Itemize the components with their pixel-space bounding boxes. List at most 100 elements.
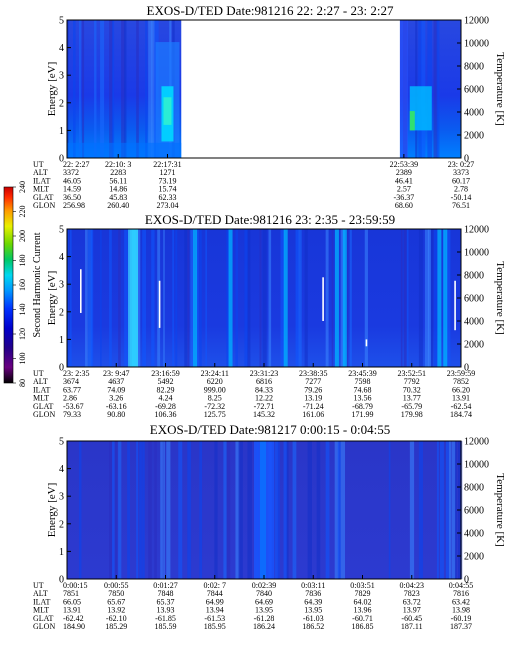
p1-ephemeris-value: 14.59 xyxy=(63,185,81,194)
p2-spectrogram-stripe xyxy=(340,229,345,367)
colorbar-tick-label: 140 xyxy=(18,304,27,316)
panel-1-axes: Energy [eV] Temperature [K] 0 1 2 3 4 5 0 2000 4… xyxy=(46,16,505,165)
p2-spectrogram-stripe xyxy=(433,229,438,367)
p3-ytick-label: 3 xyxy=(59,492,64,503)
p3-spectrogram-stripe xyxy=(277,441,280,579)
p2-spectrogram-stripe xyxy=(91,229,94,367)
p3-spectrogram-stripe xyxy=(286,441,289,579)
p3-y2tick-label: 2000 xyxy=(464,552,484,563)
p2-ephemeris-value: 23:24:11 xyxy=(201,369,229,378)
p2-ephemeris-value: 3674 xyxy=(63,377,79,386)
p2-ephemeris-value: 13.91 xyxy=(452,394,470,403)
p2-spectrogram-stripe xyxy=(325,229,329,367)
colorbar-tick-label: 80 xyxy=(18,379,27,387)
p2-spectrogram-stripe xyxy=(109,229,112,367)
p3-spectrogram-stripe xyxy=(337,441,341,579)
p1-ytick-label: 0 xyxy=(59,154,64,165)
p3-ephemeris-value: 66.05 xyxy=(63,597,81,606)
panel-3-y2label: Temperature [K] xyxy=(494,473,505,546)
p2-spectrogram-stripe xyxy=(100,229,102,367)
p1-ephemeris-value: 273.04 xyxy=(156,201,178,210)
p3-spectrogram-stripe xyxy=(445,441,450,579)
p3-spectrogram-stripe xyxy=(199,441,203,579)
p3-spectrogram-stripe xyxy=(451,441,456,579)
p2-ephemeris-value: 79.26 xyxy=(304,385,322,394)
colorbar-tick-label: 200 xyxy=(18,230,27,242)
colorbar-gradient xyxy=(4,187,13,383)
p3-ephemeris-value: -60.71 xyxy=(352,614,373,623)
p2-ephemeris-value: 13.77 xyxy=(403,394,421,403)
p2-spectrogram-stripe xyxy=(70,229,72,367)
p3-ephemeris-value: 65.37 xyxy=(157,597,175,606)
p2-spectrogram-stripe xyxy=(184,229,188,367)
p2-spectrogram-stripe xyxy=(403,229,407,367)
p2-spectrogram-stripe xyxy=(346,229,349,367)
colorbar-tick-label: 180 xyxy=(18,255,27,267)
p2-ephemeris-value: 145.32 xyxy=(253,410,275,419)
p1-ephemeris-label: UT xyxy=(33,160,44,169)
p1-ephemeris-value: 56.11 xyxy=(109,176,127,185)
p3-spectrogram-stripe xyxy=(388,441,391,579)
p1-ephemeris-value: 46.41 xyxy=(395,176,413,185)
p2-ephemeris-value: 23: 9:47 xyxy=(103,369,129,378)
p3-ytick-label: 0 xyxy=(59,575,64,586)
p1-ephemeris-value: 22:17:31 xyxy=(153,160,181,169)
p1-ytick-label: 3 xyxy=(59,71,64,82)
p1-ephemeris-value: 2283 xyxy=(110,168,126,177)
p2-ephemeris-label: ILAT xyxy=(33,385,50,394)
p1-ephemeris-value: 73.19 xyxy=(158,176,176,185)
p1-ephemeris-value: 256.98 xyxy=(63,201,85,210)
p3-y2tick-label: 10000 xyxy=(464,460,489,471)
p2-ephemeris-value: -65.79 xyxy=(401,402,422,411)
p3-ephemeris-value: 7851 xyxy=(63,589,79,598)
p2-y2tick-label: 4000 xyxy=(464,317,484,328)
p2-ephemeris-value: 23:38:35 xyxy=(299,369,327,378)
p3-spectrogram-stripe xyxy=(334,441,339,579)
panel-2-axes: Energy [eV] Temperature [K] 0 1 2 3 4 5 0 2000 4… xyxy=(46,225,505,374)
p3-spectrogram-stripe xyxy=(325,441,330,579)
p2-y2tick-label: 6000 xyxy=(464,294,484,305)
p1-ephemeris-value: 260.40 xyxy=(107,201,129,210)
p2-ephemeris-value: 184.74 xyxy=(450,410,472,419)
p2-ytick-label: 3 xyxy=(59,280,64,291)
p2-spectrogram-stripe xyxy=(304,229,308,367)
p2-bright-stripe xyxy=(228,229,233,367)
p3-y2tick-label: 8000 xyxy=(464,483,484,494)
p3-ephemeris-value: -60.45 xyxy=(401,614,422,623)
p1-feature-right-peak xyxy=(409,111,415,131)
p3-y2tick-label: 4000 xyxy=(464,529,484,540)
p1-spectrogram-stripe xyxy=(145,20,148,158)
p2-ephemeris-value: 74.09 xyxy=(107,385,125,394)
p3-spectrogram-stripe xyxy=(448,441,452,579)
p2-ephemeris-value: 13.19 xyxy=(304,394,322,403)
p2-ephemeris-value: -62.54 xyxy=(451,402,472,411)
p1-ephemeris-value: 62.33 xyxy=(158,193,176,202)
panel-1-spectrogram xyxy=(67,20,461,158)
p3-ephemeris-value: 13.96 xyxy=(354,606,372,615)
p3-ephemeris-value: 64.99 xyxy=(206,597,224,606)
p1-low-energy-band xyxy=(67,142,182,158)
p1-y2tick-label: 10000 xyxy=(464,39,489,50)
p3-ephemeris-value: 7823 xyxy=(404,589,420,598)
p1-ephemeris-label: MLT xyxy=(33,185,49,194)
p2-spectrogram-stripe xyxy=(262,229,267,367)
p1-ephemeris-label: GLAT xyxy=(33,193,54,202)
p3-ephemeris-value: 63.72 xyxy=(403,597,421,606)
p3-ephemeris-value: 186.85 xyxy=(352,622,374,631)
colorbar-label: Second Harmonic Current xyxy=(32,232,43,337)
p2-spectrogram-stripe xyxy=(187,229,190,367)
p3-ephemeris-label: MLT xyxy=(33,606,49,615)
p3-spectrogram-stripe xyxy=(316,441,321,579)
p2-bright-stripe xyxy=(334,229,339,367)
p1-ytick-label: 4 xyxy=(59,43,64,54)
p3-ephemeris-value: 13.93 xyxy=(157,606,175,615)
panel-3-ephemeris: UT 0:00:15 0:00:55 0:01:27 0:02: 7 0:02:39 0:0… xyxy=(33,581,473,631)
p2-spectrogram-stripe xyxy=(172,229,175,367)
p1-y2tick-label: 2000 xyxy=(464,131,484,142)
p2-ytick-label: 2 xyxy=(59,307,64,318)
p2-ephemeris-value: 7277 xyxy=(305,377,321,386)
p1-ephemeris-value: 68.60 xyxy=(395,201,413,210)
p3-spectrogram-stripe xyxy=(439,441,444,579)
p1-ephemeris-value: 22: 2:27 xyxy=(63,160,89,169)
p1-y2tick-label: 4000 xyxy=(464,108,484,119)
